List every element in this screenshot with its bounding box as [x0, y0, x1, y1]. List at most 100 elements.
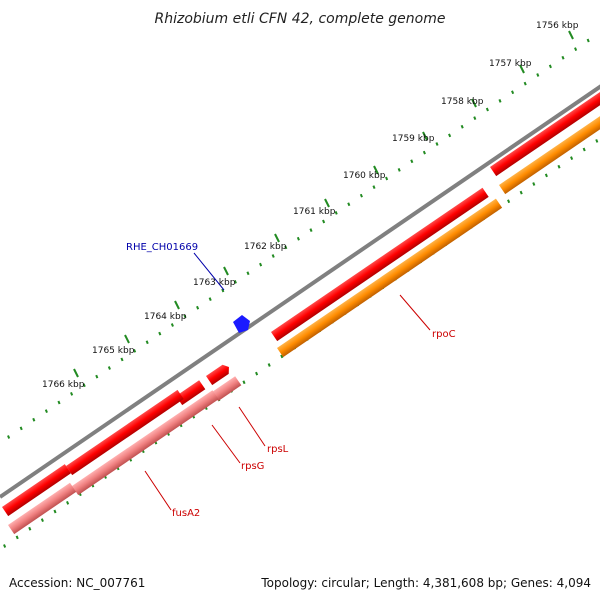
gc-dot — [519, 190, 523, 195]
scale-tick-label: 1765 kbp — [92, 346, 135, 356]
scale-dot — [158, 331, 162, 336]
scale-dot — [296, 236, 300, 241]
gc-dot — [242, 380, 246, 385]
scale-dot — [385, 176, 389, 181]
cds-features — [2, 88, 600, 535]
gc-dot — [40, 518, 44, 523]
cds-rpsL-red[interactable] — [206, 362, 232, 386]
scale-dot — [548, 64, 552, 69]
scale-dot — [574, 47, 578, 52]
gene-label-rpsL: rpsL — [267, 444, 289, 455]
scale-tick — [519, 64, 525, 74]
gc-dot — [570, 156, 574, 161]
cds-rpoC-orange-a[interactable] — [277, 198, 503, 358]
scale-dot — [309, 228, 313, 233]
gc-dot — [3, 544, 7, 548]
scale-dot — [410, 159, 414, 164]
scale-dot — [82, 383, 86, 388]
scale-dot — [523, 81, 527, 86]
scale-tick — [124, 334, 130, 344]
map-title: Rhizobium etli CFN 42, complete genome — [155, 11, 446, 27]
scale-dot — [485, 107, 489, 112]
cds-RHE_CH01669[interactable] — [233, 315, 250, 333]
scale-dot — [397, 167, 401, 172]
scale-tick — [422, 131, 428, 141]
gc-dot — [15, 535, 19, 540]
genome-summary-text: Topology: circular; Length: 4,381,608 bp… — [261, 576, 591, 590]
gene-label-rpsG: rpsG — [241, 461, 264, 472]
scale-tick — [324, 198, 330, 208]
cds-rpsG-pink[interactable] — [72, 390, 219, 496]
scale-tick-label: 1766 kbp — [42, 380, 85, 390]
cds-rpsL-pink[interactable] — [212, 376, 242, 402]
scale-tick — [274, 233, 280, 243]
scale-dot — [196, 305, 200, 310]
scale-dot — [511, 90, 515, 95]
scale-tick-label: 1761 kbp — [293, 207, 336, 217]
scale-dot — [271, 254, 275, 258]
scale-tick-label: 1764 kbp — [144, 312, 187, 322]
scale-dot — [460, 124, 464, 129]
accession-text: Accession: NC_007761 — [9, 576, 146, 590]
scale-dot — [57, 400, 61, 405]
scale-dot — [422, 150, 426, 155]
scale-tick — [174, 300, 180, 310]
scale-ticks: 1756 kbp 1757 kbp 1758 kbp 1759 kbp 1760 kbp… — [42, 21, 579, 390]
gc-dot — [557, 164, 561, 169]
scale-dot — [183, 314, 187, 319]
scale-dot — [284, 245, 288, 250]
leader-RHE_CH01669 — [193, 252, 225, 291]
scale-dot — [95, 374, 99, 379]
cds-rpoC-orange-b[interactable] — [499, 111, 600, 195]
scale-dot — [473, 116, 477, 120]
scale-dot — [372, 185, 376, 189]
scale-dot — [246, 271, 250, 276]
gene-label-rpoC: rpoC — [432, 329, 456, 340]
scale-tick — [568, 30, 574, 40]
leader-rpsG — [211, 424, 241, 464]
leader-rpoC — [399, 294, 431, 331]
cds-red-left[interactable] — [2, 464, 71, 517]
scale-dot — [233, 279, 237, 284]
cds-rpoC-b[interactable] — [489, 88, 600, 177]
scale-dot — [259, 262, 263, 267]
gc-dot — [532, 182, 536, 186]
scale-tick-label: 1759 kbp — [392, 134, 435, 144]
cds-fusA2-red[interactable] — [66, 389, 184, 476]
scale-dot — [435, 142, 439, 146]
scale-dot — [586, 38, 590, 43]
scale-dot — [208, 297, 212, 301]
scale-dot — [221, 288, 225, 293]
gc-dot — [582, 147, 586, 152]
scale-tick — [73, 368, 79, 378]
gc-dot — [267, 363, 271, 367]
scale-dot — [70, 392, 74, 396]
gc-dot — [595, 139, 599, 143]
scale-tick-label: 1757 kbp — [489, 59, 532, 69]
scale-dot — [107, 366, 111, 370]
scale-dot — [561, 55, 565, 60]
scale-dot — [359, 193, 363, 198]
scale-dot — [120, 357, 124, 362]
scale-dot — [334, 211, 338, 215]
scale-dot — [170, 323, 174, 327]
scale-dot — [536, 73, 540, 77]
scale-tick — [223, 266, 229, 276]
gc-dot — [280, 354, 284, 359]
scale-dot — [133, 348, 137, 353]
gene-label-RHE_CH01669: RHE_CH01669 — [126, 242, 198, 253]
scale-dot — [32, 417, 36, 422]
scale-tick — [471, 98, 477, 108]
cds-rpoC-a[interactable] — [271, 187, 489, 342]
gc-dot — [544, 173, 548, 178]
gc-dot — [28, 526, 32, 531]
scale-tick-label: 1763 kbp — [193, 278, 236, 288]
scale-dot — [498, 99, 502, 103]
gc-dot — [53, 509, 57, 514]
cds-pink-left[interactable] — [8, 482, 77, 535]
scale-tick — [373, 165, 379, 175]
gene-label-fusA2: fusA2 — [172, 508, 200, 519]
scale-dot — [347, 202, 351, 207]
scale-dot — [448, 133, 452, 138]
